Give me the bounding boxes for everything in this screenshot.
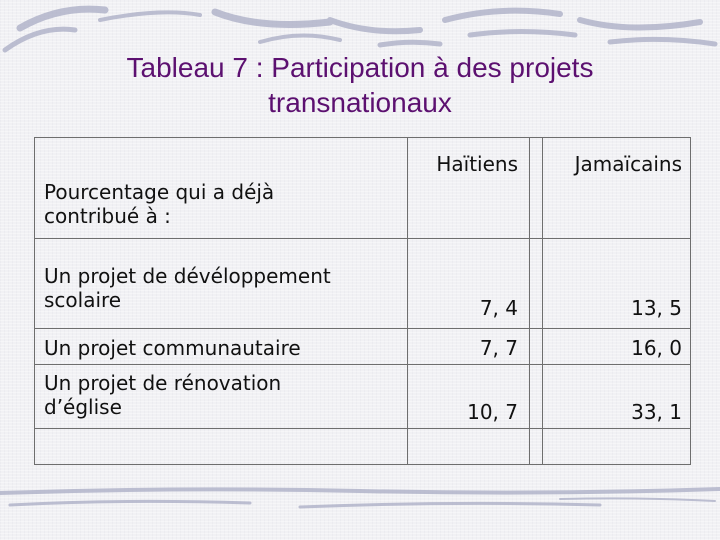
row-divider <box>35 428 690 429</box>
title-line-2: transnationaux <box>268 87 452 118</box>
row-divider <box>35 328 690 329</box>
column-header-jamaicains: Jamaïcains <box>574 152 682 176</box>
row-label: Un projet de rénovation d’église <box>44 371 282 419</box>
value-jamaicains: 16, 0 <box>631 336 682 360</box>
column-divider <box>529 138 530 464</box>
row-divider <box>35 364 690 365</box>
row-label: Un projet de dévéloppement scolaire <box>44 264 331 312</box>
row-label: Un projet communautaire <box>44 336 301 360</box>
value-jamaicains: 33, 1 <box>631 400 682 424</box>
value-haitiens: 7, 7 <box>479 336 518 360</box>
slide-title: Tableau 7 : Participation à des projets … <box>40 50 680 120</box>
column-header-haitiens: Haïtiens <box>436 152 518 176</box>
column-divider <box>407 138 408 464</box>
column-divider <box>542 138 543 464</box>
row-divider <box>35 238 690 239</box>
header-label: Pourcentage qui a déjà contribué à : <box>44 180 275 228</box>
title-line-1: Tableau 7 : Participation à des projets <box>126 52 594 83</box>
value-haitiens: 10, 7 <box>467 400 518 424</box>
data-table: Haïtiens Jamaïcains Pourcentage qui a dé… <box>34 137 691 465</box>
value-haitiens: 7, 4 <box>479 296 518 320</box>
value-jamaicains: 13, 5 <box>631 296 682 320</box>
